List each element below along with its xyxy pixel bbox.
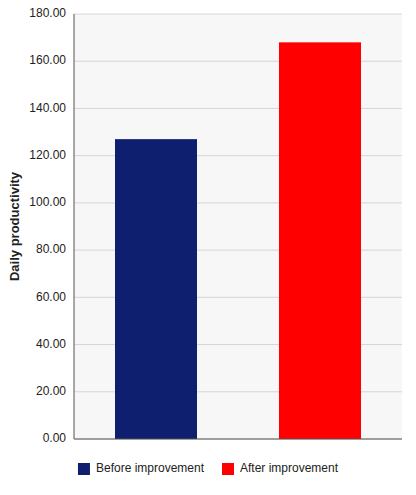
y-tick-label: 100.00 bbox=[29, 195, 66, 209]
legend-label: After improvement bbox=[240, 461, 339, 475]
chart-svg: 0.00 20.00 40.00 60.00 80.00 100.00 120.00 140.… bbox=[0, 0, 416, 495]
legend-swatch bbox=[78, 463, 90, 475]
grid-line bbox=[74, 439, 402, 440]
legend-label: Before improvement bbox=[96, 461, 205, 475]
y-tick-label: 60.00 bbox=[36, 290, 66, 304]
y-tick-label: 80.00 bbox=[36, 242, 66, 256]
y-tick-label: 160.00 bbox=[29, 53, 66, 67]
plot-background bbox=[74, 14, 402, 439]
y-tick-label: 0.00 bbox=[43, 431, 67, 445]
y-tick-label: 20.00 bbox=[36, 384, 66, 398]
grid-line bbox=[74, 14, 402, 15]
y-tick-label: 180.00 bbox=[29, 6, 66, 20]
y-tick-label: 40.00 bbox=[36, 337, 66, 351]
legend: Before improvement After improvement bbox=[78, 461, 339, 475]
bar bbox=[115, 139, 197, 439]
y-tick-label: 140.00 bbox=[29, 101, 66, 115]
x-axis-line bbox=[74, 439, 402, 440]
y-tick-label: 120.00 bbox=[29, 148, 66, 162]
y-axis-line bbox=[74, 14, 75, 439]
legend-swatch bbox=[222, 463, 234, 475]
bars bbox=[115, 42, 361, 439]
y-axis-label: Daily productivity bbox=[7, 171, 22, 281]
chart-container: 0.00 20.00 40.00 60.00 80.00 100.00 120.00 140.… bbox=[0, 0, 416, 495]
bar bbox=[279, 42, 361, 439]
